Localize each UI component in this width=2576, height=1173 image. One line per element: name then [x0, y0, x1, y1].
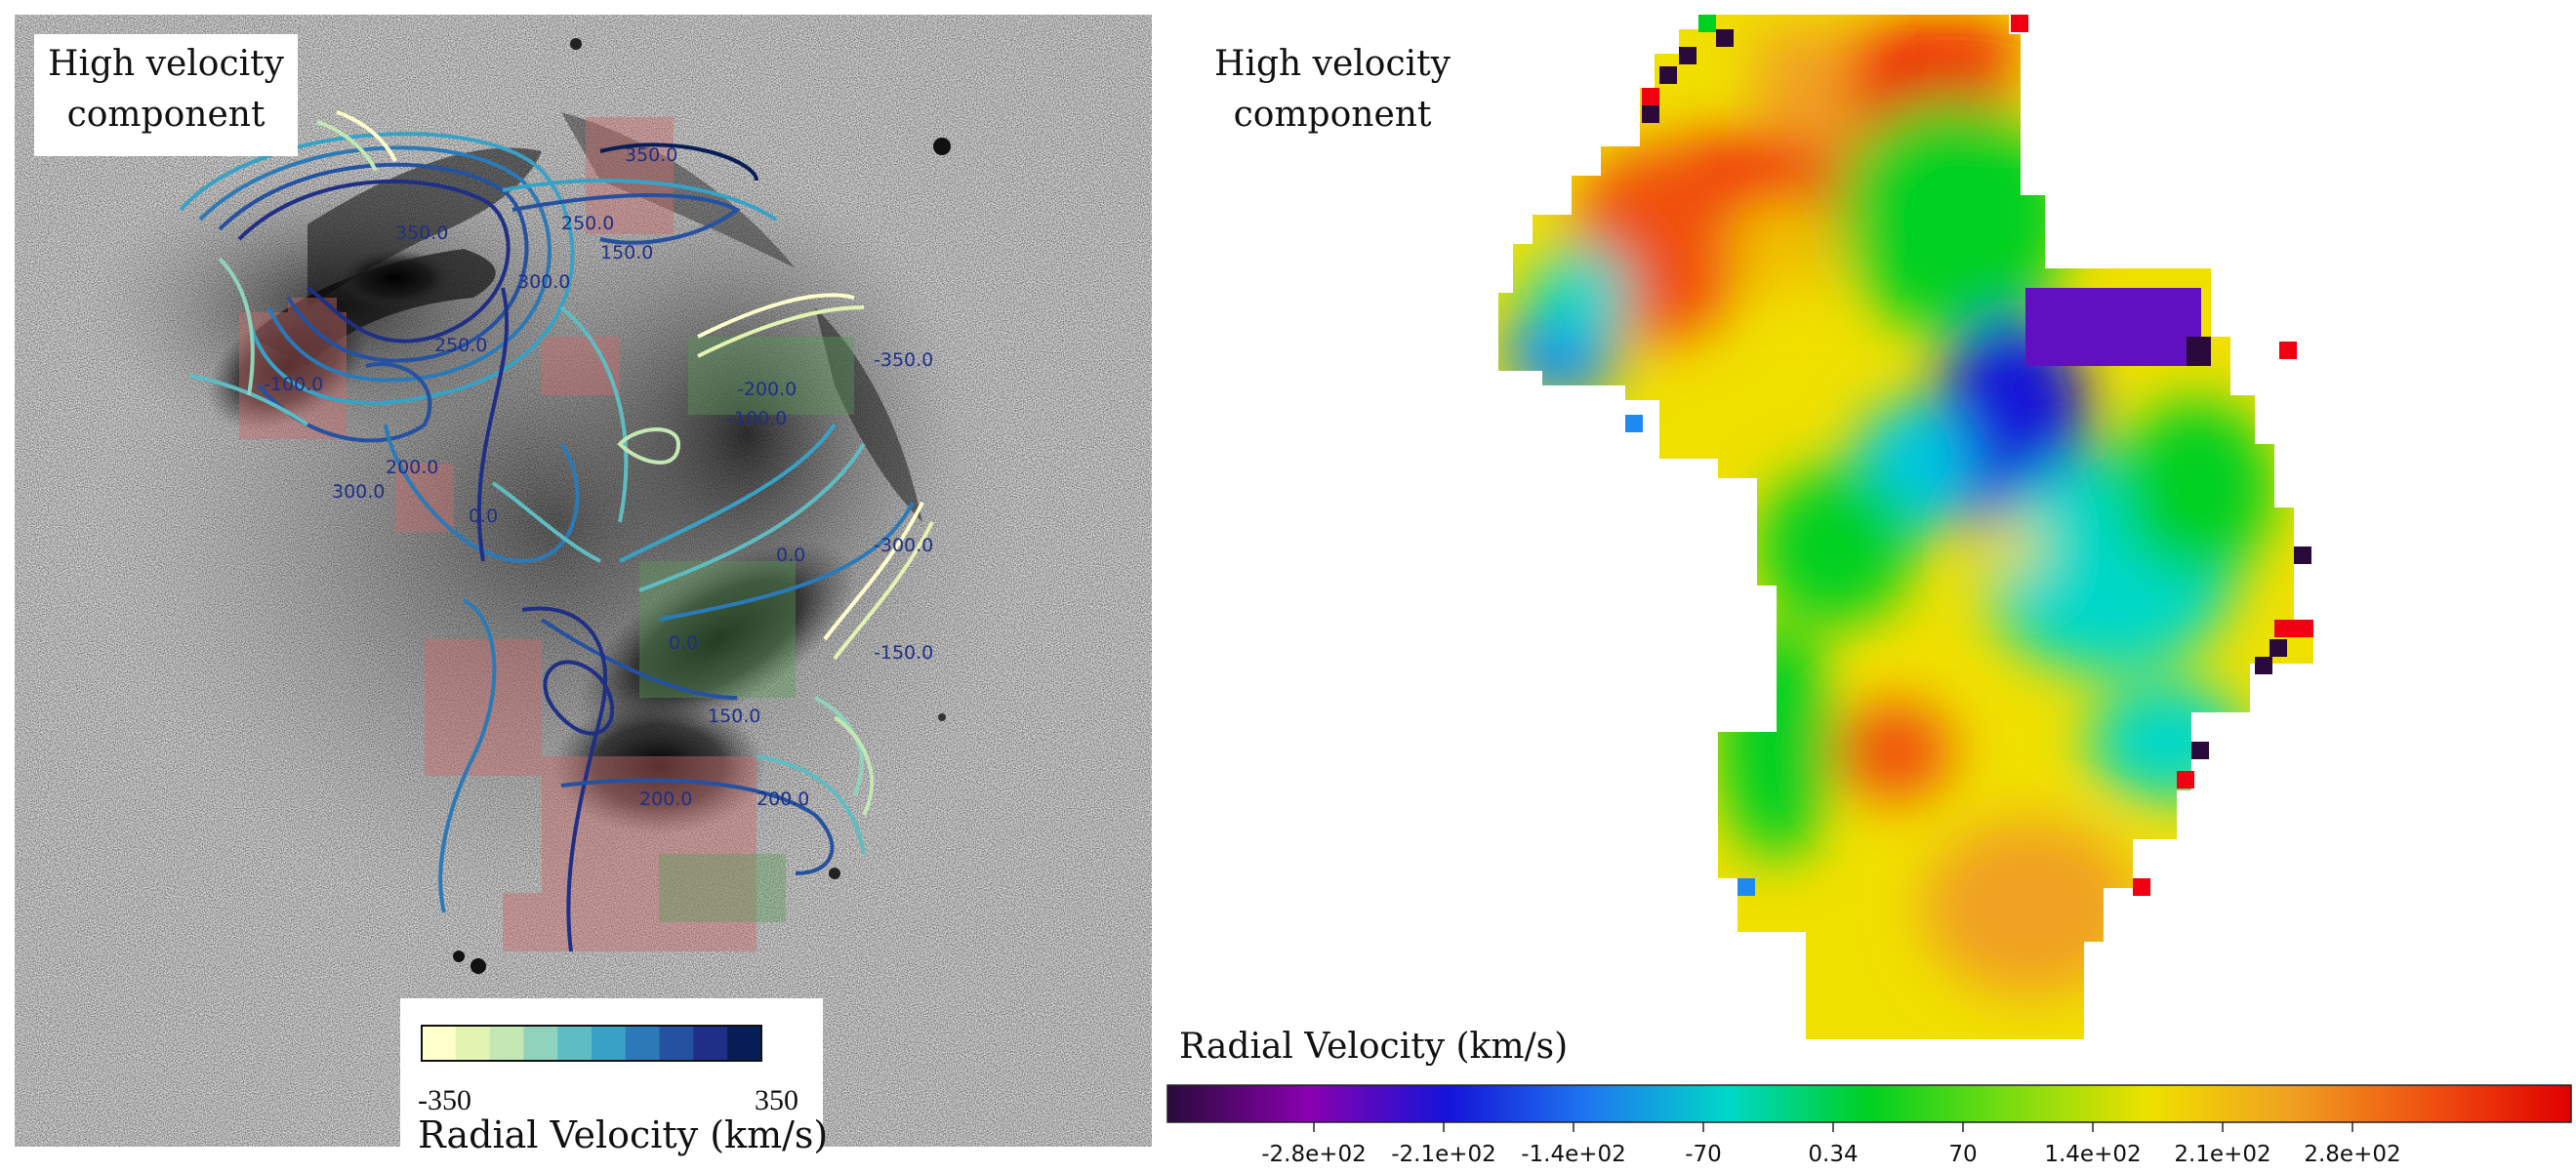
- colorbar-tick-label: 1.4e+02: [2044, 1142, 2141, 1167]
- left-title: High velocity component: [34, 34, 298, 156]
- colorbar-tick-label: -1.4e+02: [1521, 1142, 1626, 1167]
- colorbar-frame: [421, 1025, 762, 1062]
- contour-label: 350.0: [395, 222, 448, 244]
- right-title: High velocity component: [1186, 39, 1479, 141]
- contour-label: 0.0: [469, 506, 498, 527]
- colorbar-tick-label: -2.1e+02: [1391, 1142, 1496, 1167]
- contour-colorbar-swatches: [421, 1025, 762, 1062]
- contour-label: 250.0: [434, 335, 487, 356]
- colorbar-max-label: 350: [755, 1084, 798, 1116]
- contour-label: 200.0: [756, 789, 809, 810]
- contour-label: 250.0: [561, 213, 614, 234]
- contour-label: -100.0: [727, 408, 787, 429]
- galaxy-image: 350.0 350.0 250.0 150.0 250.0 300.0 -100…: [15, 15, 1152, 1147]
- colorbar-swatch: [557, 1026, 593, 1061]
- colorbar-axis-label: Radial Velocity (km/s): [418, 1113, 829, 1156]
- left-title-line-1: High velocity: [48, 44, 284, 84]
- colorbar-swatch: [625, 1026, 661, 1061]
- contour-label: 200.0: [386, 457, 438, 478]
- contour-label: -200.0: [737, 379, 797, 400]
- contour-label: -300.0: [874, 535, 933, 556]
- contour-label: -350.0: [874, 349, 933, 371]
- colorbar-tick-label: 2.1e+02: [2174, 1142, 2270, 1167]
- colorbar-swatch: [489, 1026, 524, 1061]
- left-title-line-2: component: [66, 95, 266, 135]
- colorbar-min-label: -350: [418, 1084, 471, 1116]
- colorbar-tick-label: 0.34: [1808, 1142, 1858, 1167]
- contour-label: 300.0: [517, 271, 570, 293]
- contour-label: -100.0: [264, 374, 323, 395]
- colorbar-swatch: [727, 1026, 762, 1061]
- colorbar-swatch: [422, 1026, 457, 1061]
- colorbar-swatch: [455, 1026, 491, 1061]
- contour-label: 150.0: [708, 706, 760, 727]
- right-title-line-2: component: [1233, 95, 1432, 135]
- colorbar-tick-label: -70: [1685, 1142, 1722, 1167]
- right-title-line-1: High velocity: [1214, 44, 1451, 84]
- contour-label: 150.0: [600, 242, 653, 263]
- colorbar-tick-label: 70: [1948, 1142, 1977, 1167]
- contour-label: 0.0: [776, 545, 805, 566]
- colorbar-swatch: [592, 1026, 627, 1061]
- left-panel: 350.0 350.0 250.0 150.0 250.0 300.0 -100…: [15, 15, 1152, 1159]
- contour-label: 300.0: [332, 481, 385, 503]
- contour-label: -150.0: [874, 642, 933, 664]
- colorbar-swatch: [693, 1026, 728, 1061]
- colorbar-swatch: [523, 1026, 558, 1061]
- contour-colorbar: -350 350 Radial Velocity (km/s): [400, 998, 828, 1159]
- colorbar-tick-label: -2.8e+02: [1261, 1142, 1367, 1167]
- right-colorbar-label: Radial Velocity (km/s): [1179, 1027, 1569, 1067]
- contour-label: 350.0: [625, 144, 677, 166]
- colorbar-swatch: [659, 1026, 694, 1061]
- contour-label: 0.0: [669, 632, 698, 654]
- colorbar-tick-label: 2.8e+02: [2304, 1142, 2400, 1167]
- contour-label: 200.0: [639, 789, 692, 810]
